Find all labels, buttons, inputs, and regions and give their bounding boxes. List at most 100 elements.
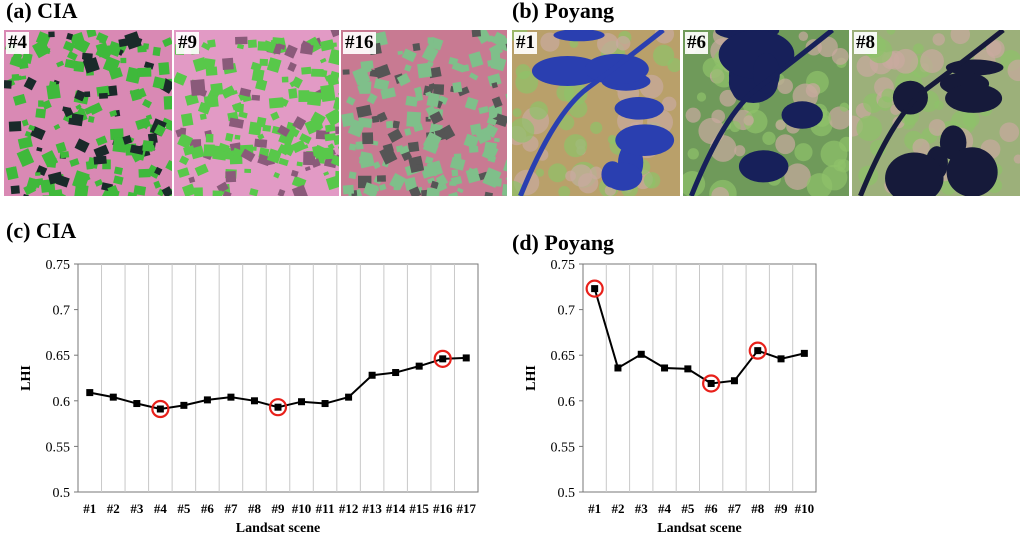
x-tick-label: #3: [635, 501, 649, 516]
field-patch: [373, 187, 379, 191]
field-patch: [288, 88, 297, 99]
image-label: #16: [343, 32, 376, 54]
satellite-image: [512, 30, 680, 196]
field-patch: [4, 80, 12, 89]
field-patch: [137, 68, 151, 77]
data-point: [463, 354, 470, 361]
data-point: [345, 394, 352, 401]
land-patch: [832, 48, 849, 65]
water-body: [893, 81, 928, 115]
field-patch: [180, 128, 186, 135]
x-tick-label: #2: [107, 501, 120, 516]
x-tick-label: #17: [456, 501, 476, 516]
field-patch: [454, 153, 462, 160]
data-point: [801, 350, 808, 357]
land-patch: [653, 45, 674, 66]
field-patch: [35, 172, 40, 176]
x-tick-label: #10: [292, 501, 312, 516]
land-patch: [762, 132, 775, 145]
field-patch: [417, 63, 432, 79]
plot-area: [78, 264, 478, 492]
data-point: [416, 363, 423, 370]
field-patch: [244, 169, 251, 173]
data-point: [708, 380, 715, 387]
field-patch: [335, 126, 339, 134]
field-patch: [359, 83, 370, 94]
field-patch: [362, 132, 373, 144]
y-axis-label: LHI: [19, 365, 34, 391]
cia-image-4: #4: [4, 30, 172, 196]
field-patch: [138, 169, 150, 178]
land-patch: [590, 122, 602, 134]
field-patch: [412, 43, 420, 51]
y-tick-label: 0.5: [558, 486, 576, 501]
field-patch: [349, 143, 357, 150]
field-patch: [392, 121, 400, 129]
land-patch: [548, 163, 567, 182]
land-patch: [616, 36, 630, 50]
x-tick-label: #1: [83, 501, 96, 516]
panel-a-title: (a) CIA: [6, 0, 78, 24]
water-body: [739, 150, 788, 182]
satellite-image: [174, 30, 339, 196]
field-patch: [181, 113, 194, 127]
y-tick-label: 0.6: [53, 395, 71, 410]
data-point: [86, 389, 93, 396]
field-patch: [372, 116, 380, 123]
water-body: [782, 101, 823, 129]
field-patch: [60, 151, 69, 158]
data-point: [133, 400, 140, 407]
land-patch: [688, 148, 699, 159]
field-patch: [349, 171, 357, 179]
image-label: #9: [176, 32, 199, 54]
field-patch: [35, 108, 46, 118]
data-point: [591, 285, 598, 292]
x-tick-label: #13: [362, 501, 382, 516]
land-patch: [513, 108, 522, 117]
field-patch: [452, 82, 462, 93]
land-patch: [734, 145, 745, 156]
satellite-image: [341, 30, 507, 196]
field-patch: [451, 169, 458, 176]
land-patch: [697, 92, 706, 101]
data-point: [251, 397, 258, 404]
water-body: [945, 84, 1002, 113]
cia-image-16: #16: [341, 30, 507, 196]
land-patch: [570, 164, 592, 186]
field-patch: [11, 185, 20, 194]
field-patch: [43, 195, 55, 196]
field-patch: [359, 151, 372, 165]
x-tick-label: #9: [775, 501, 789, 516]
field-patch: [386, 121, 393, 128]
land-patch: [686, 108, 701, 123]
y-tick-label: 0.6: [558, 395, 576, 410]
data-point: [754, 347, 761, 354]
x-tick-label: #4: [658, 501, 672, 516]
field-patch: [428, 37, 434, 43]
panel-b-title: (b) Poyang: [512, 0, 614, 24]
y-tick-label: 0.5: [53, 486, 71, 501]
field-patch: [93, 156, 106, 165]
land-patch: [933, 33, 945, 45]
data-point: [614, 364, 621, 371]
water-body: [947, 147, 998, 196]
data-point: [661, 364, 668, 371]
field-patch: [423, 166, 437, 176]
field-patch: [343, 69, 350, 74]
x-tick-label: #14: [386, 501, 406, 516]
x-tick-label: #5: [177, 501, 191, 516]
x-tick-label: #7: [224, 501, 238, 516]
x-tick-label: #3: [130, 501, 144, 516]
x-tick-label: #6: [201, 501, 215, 516]
field-patch: [44, 48, 51, 54]
land-patch: [920, 49, 944, 73]
data-point: [731, 377, 738, 384]
water-body: [615, 124, 674, 156]
y-tick-label: 0.7: [53, 304, 71, 319]
data-point: [684, 365, 691, 372]
field-patch: [250, 146, 257, 151]
y-tick-label: 0.55: [46, 440, 71, 455]
field-patch: [9, 121, 22, 131]
field-patch: [406, 111, 421, 127]
